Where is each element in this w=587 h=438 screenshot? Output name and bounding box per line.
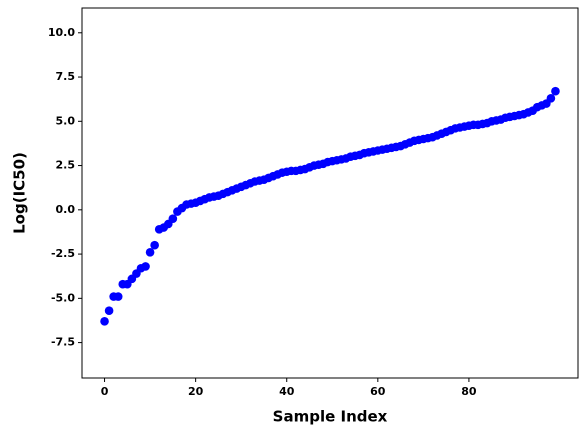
point xyxy=(100,317,109,326)
x-tick-label: 20 xyxy=(188,385,204,398)
point xyxy=(104,306,114,316)
point xyxy=(150,240,159,250)
x-tick-label: 80 xyxy=(461,385,477,398)
x-axis-label: Sample Index xyxy=(273,408,388,426)
point xyxy=(145,248,155,257)
point xyxy=(168,214,178,223)
y-tick-label: 7.5 xyxy=(56,70,76,83)
y-tick-label: 5.0 xyxy=(56,114,76,127)
point xyxy=(141,262,150,271)
y-tick-label: 10.0 xyxy=(48,26,75,39)
x-tick-label: 60 xyxy=(370,385,386,398)
y-tick-label: 0.0 xyxy=(56,203,76,216)
x-tick-label: 40 xyxy=(279,385,295,398)
y-tick-label: -7.5 xyxy=(51,336,75,349)
x-tick-label: 0 xyxy=(101,385,109,398)
point xyxy=(113,292,123,301)
point xyxy=(546,93,556,103)
y-axis-label: Log(IC50) xyxy=(11,152,29,234)
point xyxy=(551,86,560,96)
y-tick-label: 2.5 xyxy=(56,159,76,172)
plot-frame xyxy=(81,7,579,379)
y-tick-label: -2.5 xyxy=(51,247,75,260)
y-tick-label: -5.0 xyxy=(51,291,75,304)
